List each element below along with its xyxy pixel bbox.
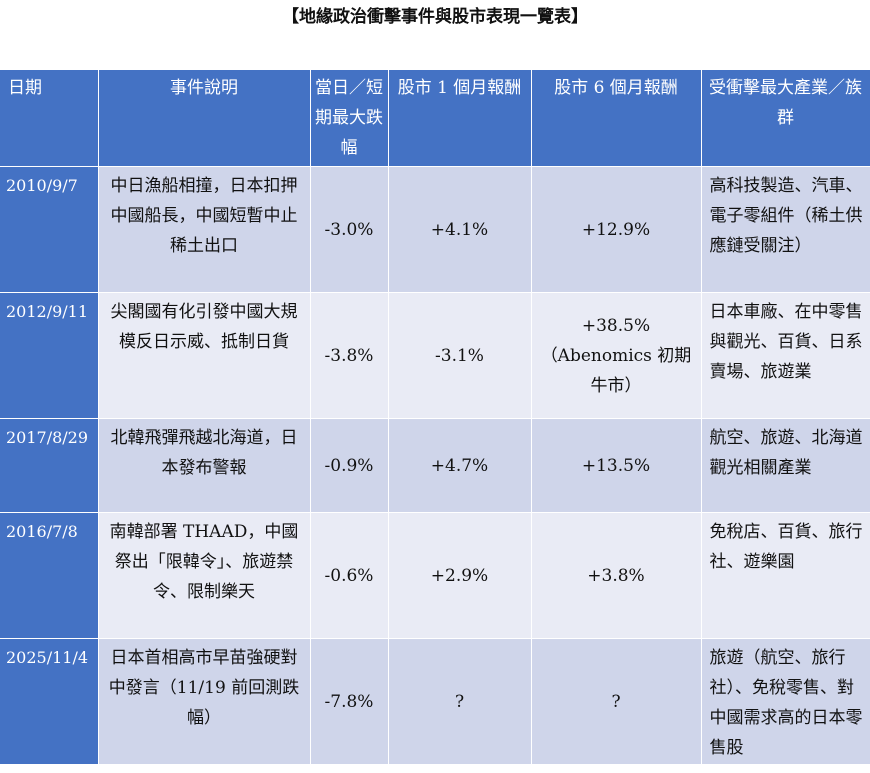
row-industry: 高科技製造、汽車、電子零組件（稀土供應鏈受關注） xyxy=(701,166,870,293)
page-title: 【地緣政治衝擊事件與股市表現一覽表】 xyxy=(282,7,588,27)
row-drop: -3.8% xyxy=(310,292,389,419)
row-drop: -0.9% xyxy=(310,418,389,513)
header-date: 日期 xyxy=(0,70,99,167)
header-industry: 受衝擊最大產業／族群 xyxy=(701,70,870,167)
row-date: 2012/9/11 xyxy=(0,292,99,419)
table-row: 2016/7/8 南韓部署 THAAD，中國祭出「限韓令」、旅遊禁令、限制樂天 … xyxy=(0,512,870,639)
row-return-1m: ? xyxy=(388,638,532,765)
row-industry: 航空、旅遊、北海道觀光相關產業 xyxy=(701,418,870,513)
header-drop: 當日／短期最大跌幅 xyxy=(310,70,389,167)
row-industry: 免稅店、百貨、旅行社、遊樂園 xyxy=(701,512,870,639)
row-return-1m: +4.7% xyxy=(388,418,532,513)
row-date: 2016/7/8 xyxy=(0,512,99,639)
row-return-1m: -3.1% xyxy=(388,292,532,419)
row-event: 日本首相高市早苗強硬對中發言（11/19 前回測跌幅） xyxy=(98,638,311,765)
row-event: 南韓部署 THAAD，中國祭出「限韓令」、旅遊禁令、限制樂天 xyxy=(98,512,311,639)
row-return-1m: +2.9% xyxy=(388,512,532,639)
table-row: 2025/11/4 日本首相高市早苗強硬對中發言（11/19 前回測跌幅） -7… xyxy=(0,638,870,765)
table-row: 2012/9/11 尖閣國有化引發中國大規模反日示威、抵制日貨 -3.8% -3… xyxy=(0,292,870,419)
row-return-6m: +12.9% xyxy=(531,166,702,293)
row-event: 中日漁船相撞，日本扣押中國船長，中國短暫中止稀土出口 xyxy=(98,166,311,293)
row-industry: 日本車廠、在中零售與觀光、百貨、日系賣場、旅遊業 xyxy=(701,292,870,419)
header-return-6m: 股市 6 個月報酬 xyxy=(531,70,702,167)
row-date: 2010/9/7 xyxy=(0,166,99,293)
row-return-6m: +13.5% xyxy=(531,418,702,513)
header-return-1m: 股市 1 個月報酬 xyxy=(388,70,532,167)
row-return-6m: +38.5%（Abenomics 初期牛市） xyxy=(531,292,702,419)
row-date: 2017/8/29 xyxy=(0,418,99,513)
row-event: 尖閣國有化引發中國大規模反日示威、抵制日貨 xyxy=(98,292,311,419)
row-return-6m: +3.8% xyxy=(531,512,702,639)
row-drop: -3.0% xyxy=(310,166,389,293)
table-row: 2017/8/29 北韓飛彈飛越北海道，日本發布警報 -0.9% +4.7% +… xyxy=(0,418,870,513)
row-drop: -7.8% xyxy=(310,638,389,765)
header-event: 事件說明 xyxy=(98,70,311,167)
events-table: 日期 事件說明 當日／短期最大跌幅 股市 1 個月報酬 股市 6 個月報酬 受衝… xyxy=(0,70,870,765)
table-header-row: 日期 事件說明 當日／短期最大跌幅 股市 1 個月報酬 股市 6 個月報酬 受衝… xyxy=(0,70,870,167)
row-event: 北韓飛彈飛越北海道，日本發布警報 xyxy=(98,418,311,513)
row-date: 2025/11/4 xyxy=(0,638,99,765)
table-row: 2010/9/7 中日漁船相撞，日本扣押中國船長，中國短暫中止稀土出口 -3.0… xyxy=(0,166,870,293)
row-drop: -0.6% xyxy=(310,512,389,639)
row-return-1m: +4.1% xyxy=(388,166,532,293)
row-return-6m: ? xyxy=(531,638,702,765)
row-industry: 旅遊（航空、旅行社）、免稅零售、對中國需求高的日本零售股 xyxy=(701,638,870,765)
